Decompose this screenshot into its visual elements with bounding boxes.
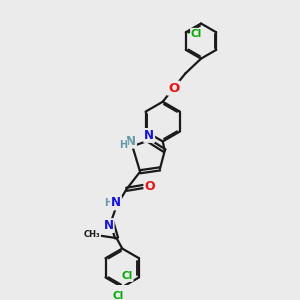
Text: N: N <box>126 135 136 148</box>
Text: CH₃: CH₃ <box>84 230 100 238</box>
Text: Cl: Cl <box>112 291 124 300</box>
Text: H: H <box>105 198 113 208</box>
Text: Cl: Cl <box>122 271 133 281</box>
Text: N: N <box>144 129 154 142</box>
Text: N: N <box>111 196 121 209</box>
Text: O: O <box>168 82 179 94</box>
Text: H: H <box>119 140 128 150</box>
Text: O: O <box>144 180 155 193</box>
Text: Cl: Cl <box>191 29 202 39</box>
Text: N: N <box>103 219 114 232</box>
